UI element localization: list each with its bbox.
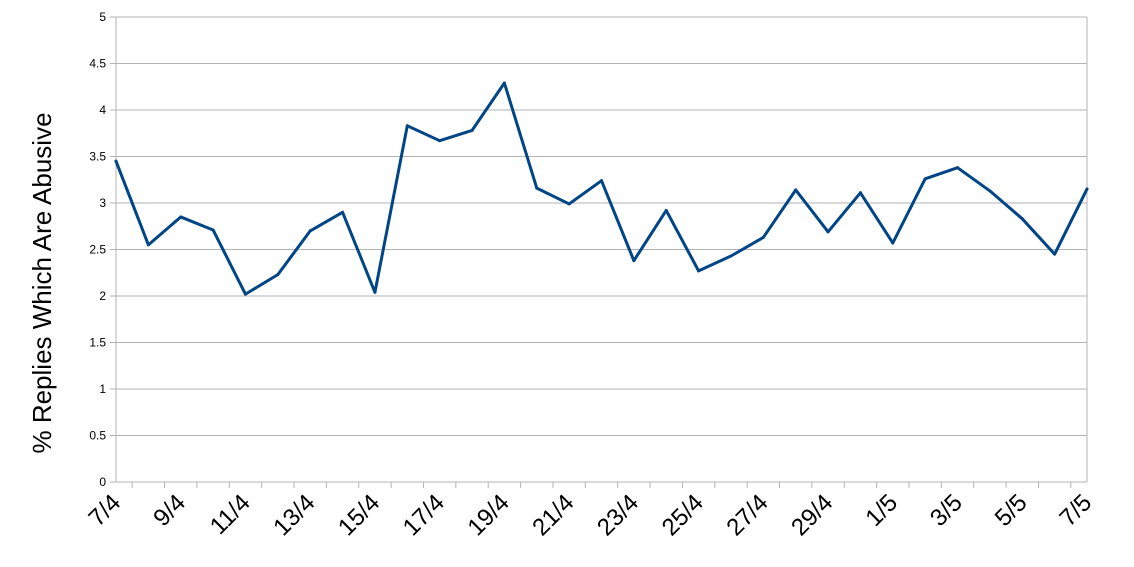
data-point — [438, 139, 442, 143]
data-point — [535, 186, 539, 190]
data-point — [729, 254, 733, 258]
grid-lines — [116, 16, 1087, 483]
y-tick-label: 1.5 — [89, 336, 106, 350]
data-point — [826, 230, 830, 234]
y-tick-label: 0.5 — [89, 429, 106, 443]
data-point — [891, 241, 895, 245]
x-tick-label: 21/4 — [527, 489, 579, 541]
x-tick-label: 11/4 — [205, 489, 256, 540]
x-tick-label: 23/4 — [592, 489, 644, 541]
data-point — [567, 202, 571, 206]
data-point — [1053, 252, 1057, 256]
x-tick-label: 3/5 — [925, 489, 968, 532]
data-point — [956, 166, 960, 170]
y-tick-labels: 0 0.5 1 1.5 2 2.5 3 3.5 4 4.5 5 — [89, 10, 106, 489]
data-point — [632, 259, 636, 263]
series-lines — [114, 81, 1089, 296]
data-point — [276, 273, 280, 277]
x-tick-label: 9/4 — [148, 489, 191, 532]
x-tick-label: 29/4 — [786, 489, 838, 541]
data-point — [502, 81, 506, 85]
data-point — [373, 290, 377, 294]
data-point — [308, 229, 312, 233]
x-tick-label: 5/5 — [990, 489, 1033, 532]
x-tick-label: 15/4 — [333, 489, 385, 541]
x-tick-label: 1/5 — [860, 489, 903, 532]
data-point — [243, 292, 247, 296]
data-point — [1020, 217, 1024, 221]
y-tick-label: 0 — [99, 475, 106, 489]
y-tick-label: 4.5 — [89, 57, 106, 71]
x-tick-label: 25/4 — [657, 489, 709, 541]
y-tick-label: 5 — [99, 10, 106, 24]
x-tick-label: 7/5 — [1055, 489, 1098, 532]
data-point — [179, 215, 183, 219]
data-point — [470, 128, 474, 132]
y-tick-label: 4 — [99, 103, 106, 117]
data-point — [114, 159, 118, 163]
y-axis-title: % Replies Which Are Abusive — [27, 112, 57, 453]
x-tick-label: 7/4 — [84, 489, 127, 532]
data-point — [697, 269, 701, 273]
x-tick-label: 27/4 — [721, 489, 773, 541]
y-tick-label: 1 — [99, 382, 106, 396]
x-tick-label: 13/4 — [268, 489, 320, 541]
data-point — [761, 235, 765, 239]
series-line — [114, 81, 1089, 296]
data-point — [664, 208, 668, 212]
data-point — [988, 189, 992, 193]
data-point — [794, 188, 798, 192]
data-point — [1085, 187, 1089, 191]
y-tick-label: 3.5 — [89, 150, 106, 164]
y-tick-label: 3 — [99, 196, 106, 210]
data-point — [211, 228, 215, 232]
data-point — [405, 124, 409, 128]
x-tick-labels: 7/4 9/4 11/4 13/4 15/4 17/4 19/4 21/4 23/4 25/4 27… — [84, 489, 1098, 541]
data-point — [858, 191, 862, 195]
data-point — [146, 243, 150, 247]
x-tick-label: 19/4 — [463, 489, 515, 541]
data-point — [923, 177, 927, 181]
data-point — [600, 179, 603, 183]
y-tick-label: 2 — [99, 289, 106, 303]
x-tick-label: 17/4 — [398, 489, 450, 541]
data-point — [341, 210, 345, 214]
y-tick-label: 2.5 — [89, 243, 106, 257]
axes — [110, 16, 1088, 488]
